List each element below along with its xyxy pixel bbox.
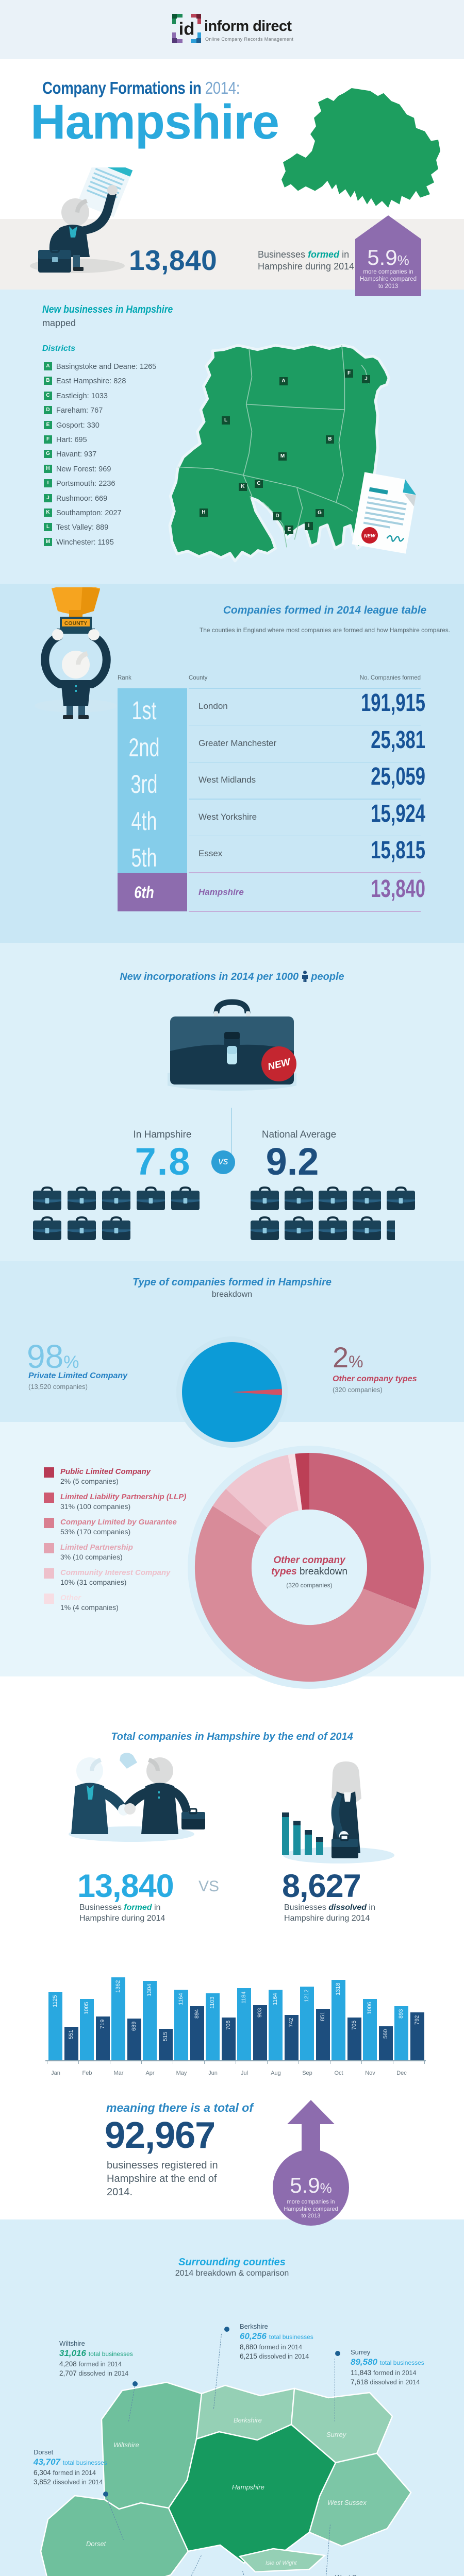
svg-text:id: id: [179, 19, 195, 39]
svg-text:COUNTY: COUNTY: [64, 620, 87, 626]
svg-text:Hampshire: Hampshire: [232, 2483, 264, 2491]
svg-text:Dorset: Dorset: [86, 2540, 107, 2548]
svg-text:Berkshire: Berkshire: [234, 2416, 262, 2424]
svg-text:Surrey: Surrey: [326, 2431, 347, 2438]
svg-text:NEW: NEW: [364, 533, 376, 539]
svg-text:West Sussex: West Sussex: [327, 2499, 367, 2506]
svg-text:Isle of Wight: Isle of Wight: [266, 2560, 297, 2566]
svg-text:Wiltshire: Wiltshire: [113, 2441, 139, 2449]
